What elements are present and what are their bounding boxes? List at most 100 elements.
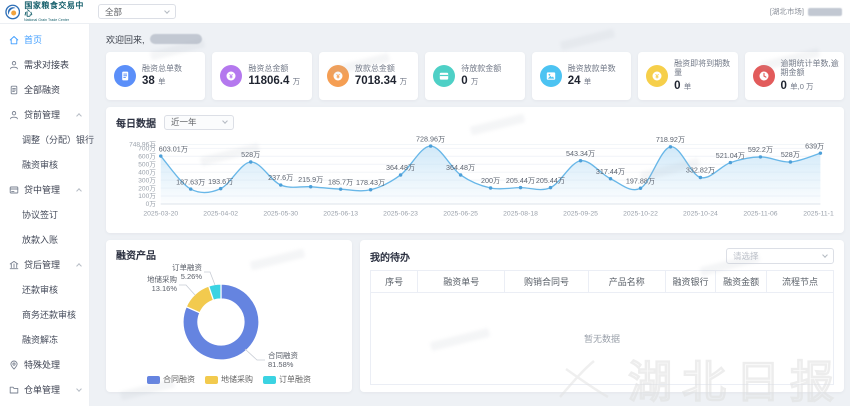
- money-icon: ¥: [220, 65, 243, 87]
- stat-value: 11806.4 万: [248, 74, 301, 87]
- sidebar-item-demand-table[interactable]: 需求对接表: [0, 52, 89, 77]
- sidebar-item-home[interactable]: 首页: [0, 27, 89, 52]
- sidebar-item-adjust-bank[interactable]: 调整（分配）银行: [0, 127, 94, 152]
- sidebar-item-label: 仓单管理: [24, 385, 61, 395]
- user-name-redacted: [808, 7, 842, 16]
- svg-text:200万: 200万: [138, 184, 156, 192]
- svg-text:728.96万: 728.96万: [416, 135, 445, 143]
- svg-text:364.48万: 364.48万: [446, 164, 475, 172]
- chevron-down-icon: [76, 385, 82, 392]
- todo-column-header: 流程节点: [781, 277, 818, 287]
- sidebar-item-label: 特殊处理: [24, 360, 61, 370]
- stat-label: 待放款金额: [461, 63, 502, 73]
- sidebar-item-label: 贷前管理: [24, 110, 61, 120]
- stat-card: 待放款金额 0 万: [425, 52, 525, 100]
- document-icon: [114, 65, 136, 87]
- svg-text:合同融资: 合同融资: [268, 350, 298, 360]
- svg-text:543.34万: 543.34万: [566, 150, 595, 158]
- svg-text:237.6万: 237.6万: [268, 174, 293, 182]
- stat-label: 逾期统计单数,逾期金额: [780, 59, 839, 78]
- daily-data-title: 每日数据: [116, 118, 156, 130]
- chevron-up-icon: [76, 263, 82, 269]
- sidebar-item-warehouse-receipt-mgmt[interactable]: 仓单管理: [0, 377, 89, 402]
- logo-title: 国家粮食交易中心: [24, 0, 84, 18]
- stat-label: 融资即将到期数量: [674, 59, 731, 78]
- svg-text:2025-04-02: 2025-04-02: [203, 211, 238, 218]
- todo-empty-state: 暂无数据: [583, 334, 620, 344]
- logo-globe-icon: [5, 4, 21, 19]
- svg-text:197.88万: 197.88万: [626, 177, 655, 185]
- svg-text:521.04万: 521.04万: [716, 152, 745, 160]
- svg-text:600万: 600万: [138, 153, 156, 161]
- svg-text:193.6万: 193.6万: [208, 178, 233, 186]
- legend-item-订单融资[interactable]: 订单融资: [263, 374, 311, 385]
- sidebar-item-financing-review[interactable]: 融资审核: [0, 152, 89, 177]
- legend-swatch: [147, 375, 160, 384]
- legend-item-地储采购[interactable]: 地储采购: [205, 374, 253, 385]
- svg-text:2025-11-06: 2025-11-06: [743, 211, 778, 218]
- sidebar-item-label: 首页: [24, 35, 43, 45]
- stat-value: 38 单: [142, 74, 166, 87]
- sidebar-item-label: 商务还款审核: [22, 310, 77, 320]
- svg-text:2025-06-25: 2025-06-25: [443, 211, 478, 218]
- stat-label: 融资放款单数: [567, 63, 616, 73]
- sidebar-item-mid-loan-mgmt[interactable]: 贷中管理: [0, 177, 89, 202]
- sidebar-item-business-repay-review[interactable]: 商务还款审核: [0, 302, 89, 327]
- stat-card: ¥ 融资总金额 11806.4 万: [212, 52, 312, 100]
- stat-card: ¥ 放款总金额 7018.34 万: [318, 52, 419, 100]
- clock-icon: [752, 65, 775, 87]
- sidebar-item-pre-loan-mgmt[interactable]: 贷前管理: [0, 102, 89, 127]
- sidebar-item-repay-review[interactable]: 还款审核: [0, 277, 89, 302]
- stat-value: 24 单: [567, 74, 592, 87]
- svg-text:592.2万: 592.2万: [748, 146, 773, 154]
- market-filter-select[interactable]: 全部: [98, 4, 176, 19]
- todo-column-header: 融资银行: [666, 271, 717, 292]
- todo-table-header: 序号 融资单号 购销合同号 产品名称 融资银行 融资金额 流程节点: [371, 271, 833, 293]
- legend-item-合同融资[interactable]: 合同融资: [147, 374, 195, 385]
- svg-text:5.26%: 5.26%: [181, 272, 203, 281]
- date-range-value: 近一年: [171, 117, 197, 127]
- pin-icon: [9, 360, 19, 370]
- svg-text:¥: ¥: [230, 73, 234, 80]
- coin-icon: ¥: [646, 65, 669, 87]
- todo-filter-placeholder: 请选择: [733, 251, 759, 261]
- financing-products-panel: 融资产品 合同融资 81.58% 地储采购 13.16% 订单融资 5.26% 合同融资地…: [106, 240, 352, 392]
- user-icon: [9, 110, 19, 120]
- sidebar-item-label: 全部融资: [24, 85, 61, 95]
- svg-text:81.58%: 81.58%: [268, 360, 294, 368]
- svg-text:205.44万: 205.44万: [536, 177, 565, 185]
- todo-column-header: 序号: [371, 271, 419, 292]
- image-icon: [539, 65, 562, 87]
- svg-text:2025-10-24: 2025-10-24: [683, 211, 718, 218]
- svg-text:700万: 700万: [138, 145, 156, 153]
- sidebar-item-loan-entry[interactable]: 放款入账: [0, 227, 89, 252]
- todo-filter-select[interactable]: 请选择: [726, 248, 834, 264]
- logo-subtitle: National Grain Trade Center: [24, 16, 70, 22]
- svg-text:¥: ¥: [336, 73, 340, 80]
- svg-text:364.48万: 364.48万: [386, 164, 415, 172]
- folder-icon: [9, 385, 19, 395]
- svg-text:528万: 528万: [241, 151, 260, 159]
- sidebar-item-label: 放款入账: [22, 235, 59, 245]
- svg-text:748.96万: 748.96万: [129, 141, 156, 149]
- sidebar-item-all-financing[interactable]: 全部融资: [0, 77, 89, 102]
- legend-swatch: [205, 375, 218, 384]
- sidebar-item-special-handling[interactable]: 特殊处理: [0, 352, 89, 377]
- sidebar-item-financing-unfreeze[interactable]: 融资解冻: [0, 327, 89, 352]
- stat-cards-row: 融资总单数 38 单 ¥ 融资总金额 11806.4 万 ¥ 放款总金额 7018.34 万 待…: [106, 52, 844, 100]
- sidebar-item-label: 协议签订: [22, 210, 59, 220]
- legend-label: 合同融资: [163, 375, 195, 384]
- market-tag: [湖北市场]: [769, 7, 804, 16]
- stat-value: 0 万: [461, 74, 479, 87]
- welcome-bar: 欢迎回来,: [106, 31, 844, 47]
- sidebar-item-label: 融资审核: [22, 160, 59, 170]
- my-todo-panel: 我的待办 请选择 序号 融资单号 购销合同号 产品名称 融资银行 融资金额 流程节点 暂无数…: [360, 240, 844, 392]
- sidebar-item-post-loan-mgmt[interactable]: 贷后管理: [0, 252, 89, 277]
- date-range-select[interactable]: 近一年: [164, 114, 234, 130]
- chevron-up-icon: [76, 113, 82, 119]
- svg-text:100万: 100万: [138, 192, 156, 200]
- sidebar-item-agreement-sign[interactable]: 协议签订: [0, 202, 89, 227]
- svg-text:400万: 400万: [138, 168, 156, 176]
- financing-products-title: 融资产品: [116, 251, 156, 262]
- top-header: 国家粮食交易中心 National Grain Trade Center 全部 …: [0, 0, 850, 24]
